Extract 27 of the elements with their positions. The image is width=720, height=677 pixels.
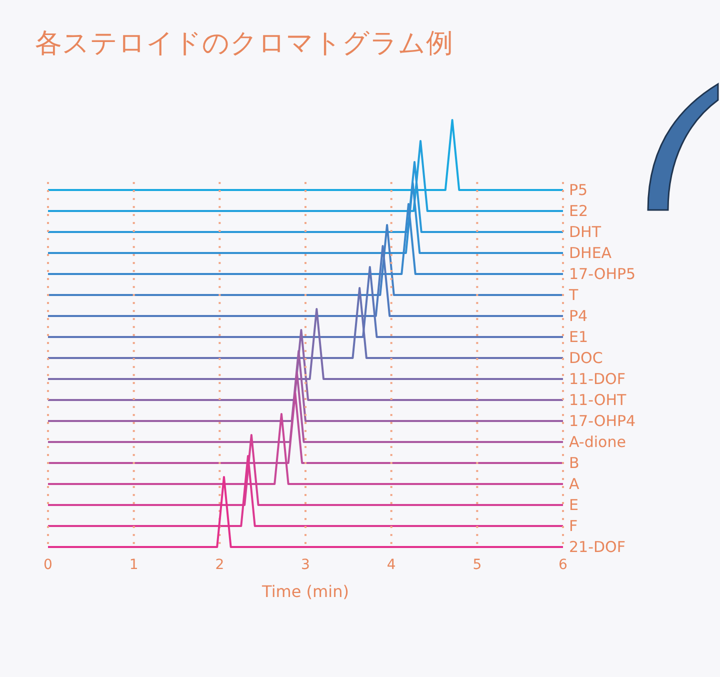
series-label: 17-OHP4 (569, 412, 636, 430)
series-label: F (569, 517, 578, 535)
x-tick-label: 0 (44, 557, 52, 573)
x-tick-label: 3 (301, 557, 310, 573)
series-label: DHT (569, 223, 602, 241)
series-label: 11-DOF (569, 370, 626, 388)
series-label: P4 (569, 307, 588, 325)
series-label: P5 (569, 181, 588, 199)
x-tick-label: 6 (558, 557, 568, 573)
series-label: A-dione (569, 433, 626, 451)
chart-title: 各ステロイドのクロマトグラム例 (35, 28, 453, 59)
series-label: 17-OHP5 (569, 265, 636, 283)
series-label: DHEA (569, 244, 612, 262)
series-label: B (569, 454, 580, 472)
series-label: 11-OHT (569, 391, 628, 409)
x-tick-label: 2 (215, 557, 224, 573)
x-tick-label: 4 (386, 557, 396, 573)
series-label: E (569, 496, 578, 514)
x-axis-title: Time (min) (261, 582, 349, 601)
series-label: E1 (569, 328, 588, 346)
series-label: E2 (569, 202, 588, 220)
x-tick-label: 5 (472, 557, 482, 573)
series-label: 21-DOF (569, 538, 626, 556)
x-tick-label: 1 (129, 557, 138, 573)
series-label: DOC (569, 349, 603, 367)
series-label: T (568, 286, 579, 304)
series-label: A (569, 475, 580, 493)
